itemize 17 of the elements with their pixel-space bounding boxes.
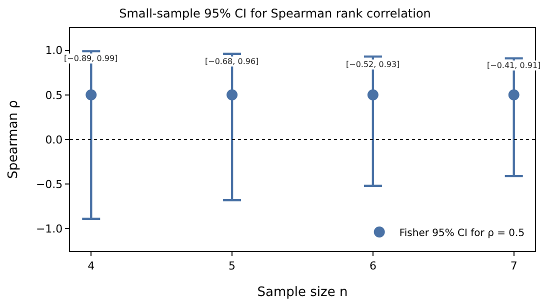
chart-title: Small-sample 95% CI for Spearman rank correlation: [119, 6, 431, 21]
annotation: [−0.68, 0.96]: [205, 57, 259, 66]
annotation: [−0.41, 0.91]: [487, 61, 541, 70]
y-axis-title: Spearman ρ: [6, 100, 21, 179]
y-tick-label: 0.0: [45, 133, 63, 146]
x-tick-label: 4: [88, 259, 95, 272]
x-axis-title: Sample size n: [257, 284, 348, 300]
y-tick-label: 1.0: [45, 44, 63, 58]
x-tick-label: 5: [228, 259, 236, 272]
y-tick-label: −1.0: [36, 222, 63, 236]
x-tick-label: 6: [369, 259, 376, 272]
x-tick-label: 7: [510, 259, 518, 272]
annotation: [−0.52, 0.93]: [346, 60, 400, 69]
y-tick-label: 0.5: [45, 88, 63, 102]
annotation: [−0.89, 0.99]: [64, 54, 118, 63]
y-tick-label: −0.5: [36, 178, 63, 191]
legend-label: Fisher 95% CI for ρ = 0.5: [399, 228, 525, 239]
